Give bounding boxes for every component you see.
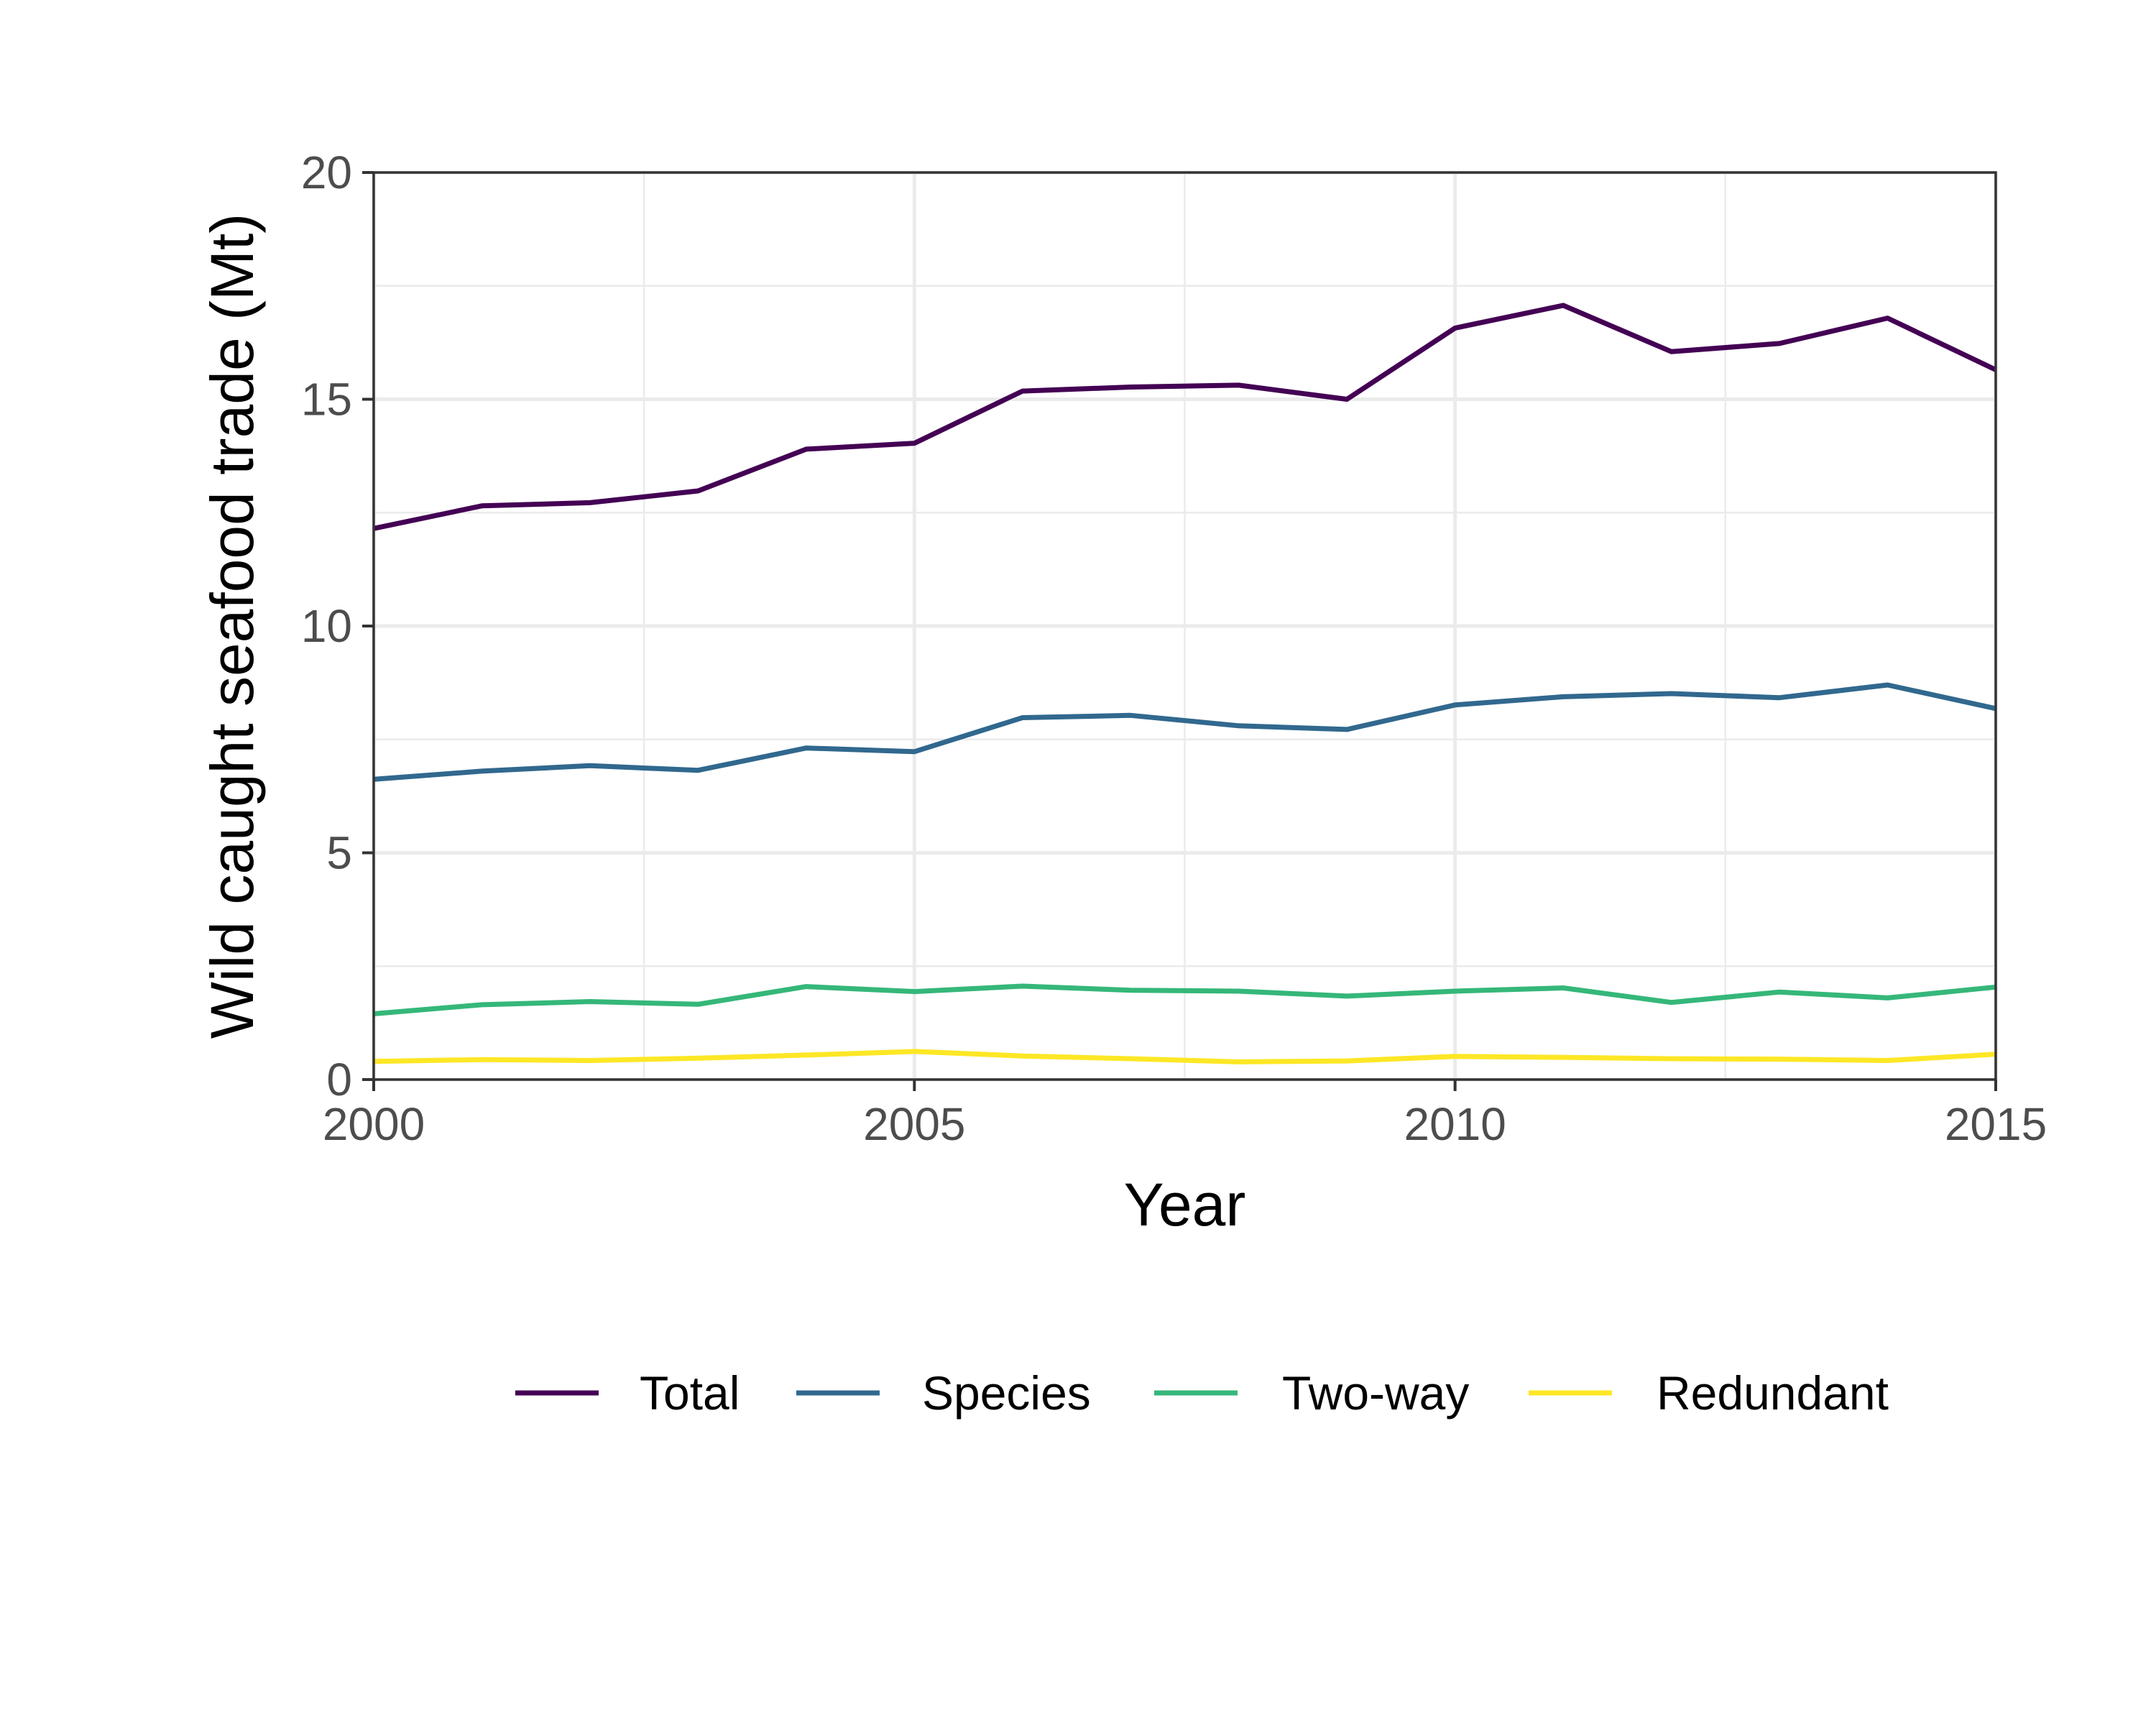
x-tick-label: 2010 xyxy=(1404,1098,1506,1150)
series-lines xyxy=(373,303,1997,1064)
series-line-redundant xyxy=(373,1049,1996,1064)
axis-ticks xyxy=(362,171,1997,1091)
y-tick-label: 0 xyxy=(326,1054,352,1105)
series-line-two-way xyxy=(373,983,1996,1016)
y-axis-title: Wild caught seafood trade (Mt) xyxy=(198,213,266,1039)
minor-gridlines xyxy=(374,172,1996,1080)
tick-labels: 2000 2005 2010 2015 0 5 10 15 20 xyxy=(301,147,2047,1150)
series-line-species xyxy=(373,682,1996,782)
y-tick-label: 10 xyxy=(301,600,352,652)
y-tick-label: 15 xyxy=(301,374,352,426)
legend-label-two-way: Two-way xyxy=(1282,1366,1469,1420)
series-line-total xyxy=(373,303,1997,531)
x-tick-label: 2005 xyxy=(863,1098,965,1150)
x-tick-label: 2015 xyxy=(1945,1098,2047,1150)
y-tick-label: 5 xyxy=(326,827,352,879)
legend-label-total: Total xyxy=(640,1366,740,1420)
legend-label-species: Species xyxy=(922,1366,1091,1420)
y-tick-label: 20 xyxy=(301,147,352,198)
legend-label-redundant: Redundant xyxy=(1657,1366,1889,1420)
legend: Total Species Two-way Redundant xyxy=(515,1366,1889,1420)
x-tick-label: 2000 xyxy=(323,1098,425,1150)
x-axis-title: Year xyxy=(1124,1171,1246,1238)
